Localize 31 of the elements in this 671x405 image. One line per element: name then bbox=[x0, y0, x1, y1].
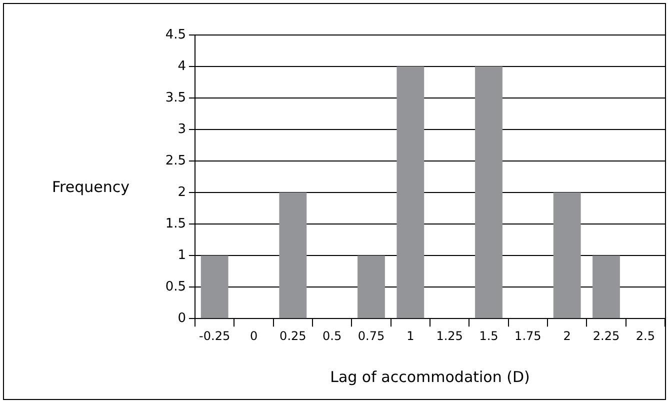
x-tick-label: 2.5 bbox=[636, 328, 655, 343]
bar bbox=[200, 256, 228, 318]
x-tick-label: 1.25 bbox=[436, 328, 463, 343]
y-tick-label: 2 bbox=[178, 184, 186, 200]
bar bbox=[279, 192, 307, 318]
x-tick-label: 0.5 bbox=[322, 328, 342, 343]
y-tick-label: 1 bbox=[178, 248, 186, 263]
y-tick-label: 0 bbox=[178, 310, 186, 326]
x-tick-label: 0.25 bbox=[280, 328, 306, 343]
y-tick-label: 0.5 bbox=[165, 279, 186, 294]
x-tick-label: 1.75 bbox=[514, 328, 542, 343]
x-tick-label: 2 bbox=[563, 328, 571, 343]
x-tick-label: -0.25 bbox=[199, 328, 230, 343]
x-tick-label: 1.5 bbox=[479, 328, 498, 343]
bar bbox=[475, 66, 502, 318]
y-tick-label: 3 bbox=[178, 122, 186, 137]
x-tick-label: 0.75 bbox=[358, 328, 385, 343]
y-tick-label: 3.5 bbox=[165, 90, 186, 106]
bar bbox=[592, 256, 620, 318]
x-tick-label: 1 bbox=[406, 328, 414, 343]
y-axis-title: Frequency bbox=[52, 178, 130, 196]
y-tick-label: 4.5 bbox=[165, 27, 186, 42]
y-tick-label: 4 bbox=[178, 58, 186, 74]
x-tick-label: 2.25 bbox=[592, 328, 620, 343]
bar bbox=[553, 192, 581, 318]
bar bbox=[396, 66, 424, 318]
x-axis-title: Lag of accommodation (D) bbox=[330, 368, 530, 386]
y-tick-label: 1.5 bbox=[165, 216, 186, 232]
bar bbox=[358, 256, 385, 318]
x-tick-label: 0 bbox=[250, 328, 258, 343]
y-tick-label: 2.5 bbox=[165, 153, 186, 168]
